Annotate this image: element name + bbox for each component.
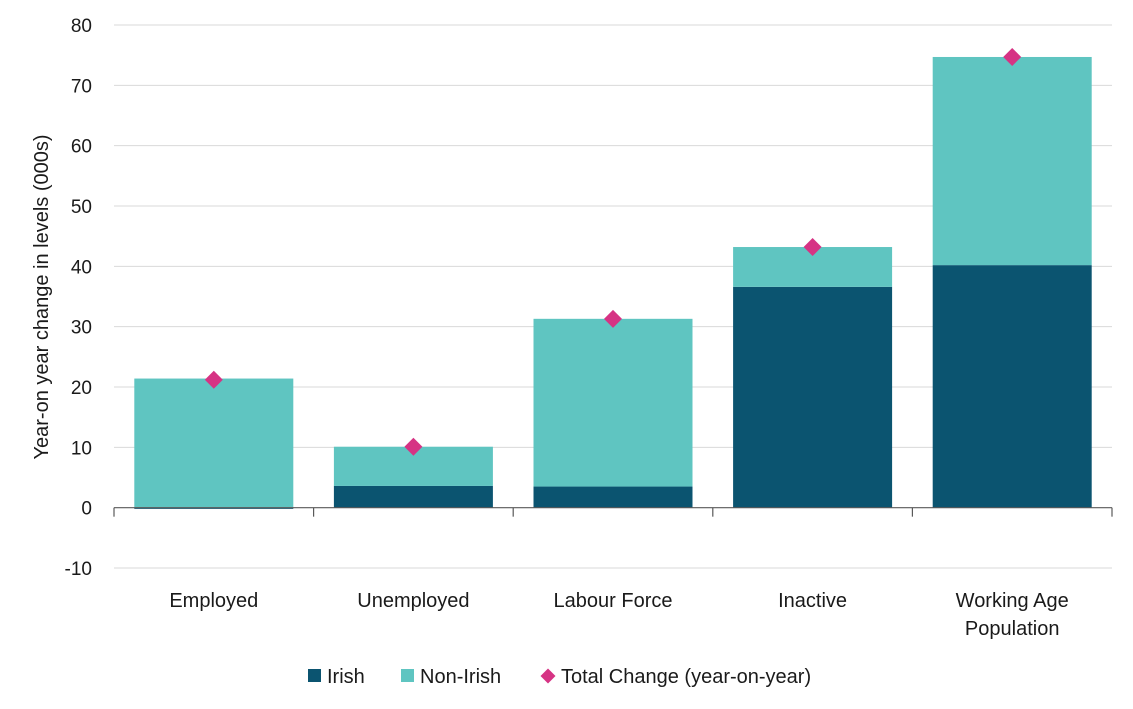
bar-irish [333,485,493,508]
total-markers [204,47,1022,456]
y-tick-label: 70 [71,76,92,97]
legend-label: Non-Irish [420,666,501,688]
legend-swatch [308,669,321,682]
y-tick-label: 30 [71,318,92,339]
bar-irish [932,265,1092,508]
bar-irish [533,486,693,508]
category-label: Inactive [778,590,847,612]
category-label: Labour Force [554,590,673,612]
bar-irish [134,507,294,509]
y-tick-label: 10 [71,438,92,459]
y-axis-title: Year-on year change in levels (000s) [31,134,53,459]
category-label: Employed [169,590,258,612]
y-tick-label: 80 [71,16,92,37]
legend-swatch [540,668,556,684]
bar-non-irish [533,318,693,487]
category-labels: Employed Unemployed Labour Force Inactive Wo… [169,590,1068,640]
category-label: Unemployed [357,590,469,612]
legend: Irish Non-Irish Total Change (year-on-year… [308,666,811,688]
total-change-marker [1003,47,1022,66]
y-tick-label: 40 [71,257,92,278]
x-axis [113,507,1113,517]
total-change-marker [604,309,622,328]
legend-label: Irish [327,666,365,688]
y-tick-label: -10 [65,559,92,580]
y-tick-label: 60 [71,137,92,158]
y-tick-label: 0 [81,499,92,520]
bar-non-irish [134,378,294,508]
total-change-marker [204,370,223,389]
total-change-marker [803,238,822,257]
total-change-marker [404,437,423,456]
bars [134,56,1092,509]
bar-non-irish [932,56,1092,266]
category-label: Working Age Population [956,590,1069,640]
y-tick-label: 20 [71,378,92,399]
legend-swatch [401,669,414,682]
bar-irish [733,286,893,508]
y-tick-label: 50 [71,197,92,218]
y-tick-labels: -10 0 10 20 30 40 50 60 70 80 [65,16,92,580]
legend-label: Total Change (year-on-year) [561,666,811,688]
